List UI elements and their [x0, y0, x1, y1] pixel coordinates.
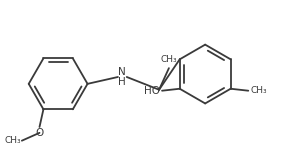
Text: CH₃: CH₃	[250, 86, 267, 95]
Text: CH₃: CH₃	[160, 55, 177, 64]
Text: O: O	[36, 128, 44, 138]
Text: HO: HO	[144, 86, 160, 96]
Text: CH₃: CH₃	[4, 136, 21, 145]
Text: N
H: N H	[118, 67, 126, 87]
